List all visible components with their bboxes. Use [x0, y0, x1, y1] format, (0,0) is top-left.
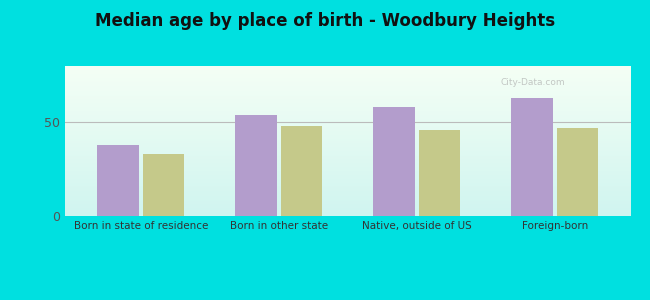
Bar — [419, 130, 460, 216]
Bar — [143, 154, 185, 216]
Bar — [235, 115, 277, 216]
Text: Median age by place of birth - Woodbury Heights: Median age by place of birth - Woodbury … — [95, 12, 555, 30]
Bar — [373, 107, 415, 216]
Bar — [98, 145, 139, 216]
Bar — [556, 128, 598, 216]
Text: City-Data.com: City-Data.com — [501, 78, 566, 87]
Bar — [511, 98, 552, 216]
Bar — [281, 126, 322, 216]
